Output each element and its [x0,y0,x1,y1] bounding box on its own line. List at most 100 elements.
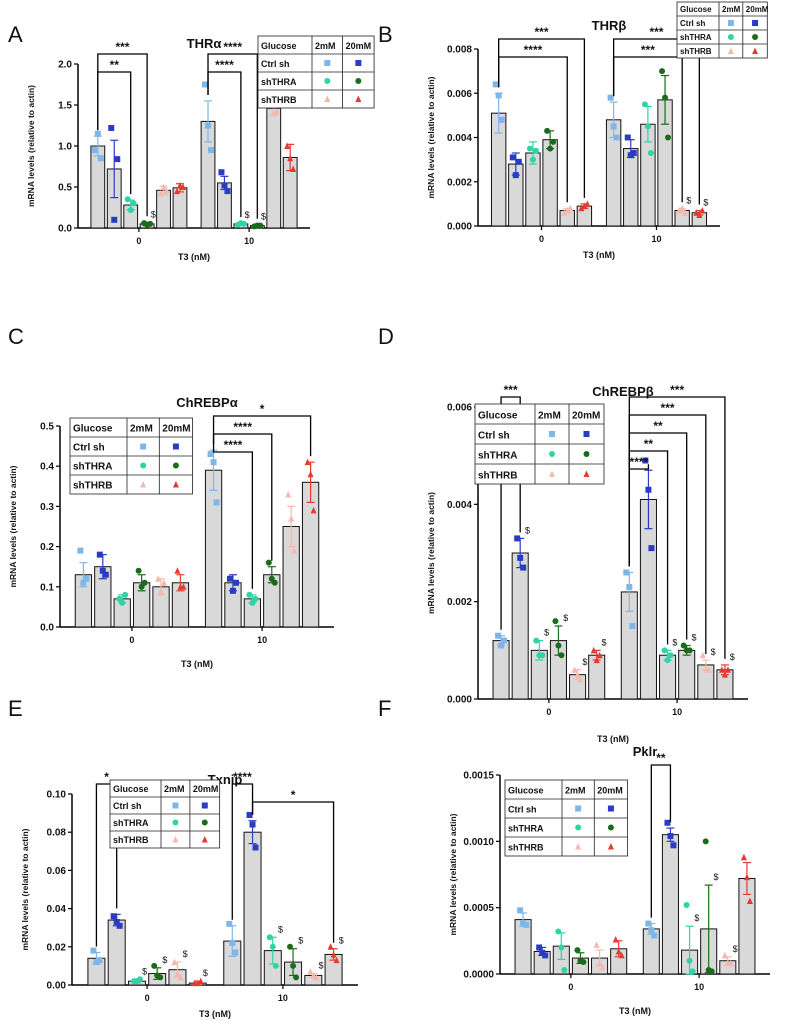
panel-b: B THRβ 0.000 0.002 0.004 0.006 0.008 mRNA level… [378,1,769,260]
significance-bracket [212,415,312,457]
significance-bracket [650,764,672,918]
data-point [229,587,236,594]
significance-dollar: $ [582,657,587,667]
legend-marker [575,824,582,831]
significance-label: ** [653,419,663,433]
significance-bracket [207,71,242,218]
significance-dollar: $ [711,647,716,657]
data-point [718,666,725,673]
significance-bracket [251,801,335,943]
legend: Glucose 2mM 20mM Ctrl sh shTHRA shTHRB [504,779,628,857]
data-point [174,970,181,977]
chart-title: Pklr [633,744,658,759]
data-point [114,156,121,163]
y-tick-label: 0.004 [447,133,472,144]
legend-marker [355,78,362,84]
significance-dollar: $ [694,913,699,923]
data-point [207,451,214,458]
bar [542,139,558,227]
data-point [593,941,600,948]
data-point [257,222,264,229]
data-point [561,967,568,974]
legend-marker [172,802,179,809]
significance-dollar: $ [544,628,549,638]
significance-dollar: $ [319,961,324,971]
legend-marker [324,78,331,84]
panel-a: A THRα 0.0 0.5 1.0 1.5 2.0 mRNA levels (relativ… [8,22,375,262]
panel-c: C ChREBPα 0.0 0.1 0.2 0.3 0.4 0.5 mRNA levels (r… [8,324,334,669]
significance-bracket [212,433,273,561]
x-axis-label: T3 (nM) [199,1009,231,1019]
legend-header: Glucose [261,41,297,51]
data-point [702,838,709,845]
legend-marker [752,20,759,26]
data-point [252,595,259,602]
data-point [699,207,706,214]
data-point [96,551,103,558]
significance-dollar: $ [525,525,530,535]
legend-marker [727,34,734,40]
legend-marker [201,819,208,826]
legend-marker [752,34,759,40]
data-point [680,642,687,649]
data-point [721,951,728,959]
data-point [287,154,294,162]
data-point [501,637,508,644]
y-tick-label: 0.0015 [463,771,494,782]
data-point [83,575,90,582]
chart-title: THRα [187,36,222,51]
data-point [610,123,617,130]
data-point [113,918,120,925]
legend-group-name: shTHRA [261,77,297,87]
data-point [179,183,186,190]
y-axis-label: mRNA levels (relative to actin) [426,76,436,198]
data-point [265,559,272,566]
data-point [708,968,715,975]
legend-marker [172,462,179,469]
data-point [287,943,294,950]
y-tick-label: 0.5 [40,422,54,433]
significance-dollar: $ [601,637,606,647]
y-axis-label: mRNA levels (relative to actin) [8,465,18,587]
significance-label: *** [115,40,129,54]
data-point [171,958,178,966]
significance-label: **** [224,438,243,452]
data-point [651,932,658,939]
x-tick-label: 10 [257,635,267,645]
data-point [607,94,614,101]
data-point [288,514,295,522]
y-tick-label: 0.10 [47,790,67,801]
data-point [665,134,672,141]
data-point [119,599,126,606]
y-axis-label: mRNA levels (relative to actin) [20,828,30,950]
data-point [290,165,297,172]
data-point [593,656,600,664]
significance-label: *** [535,25,549,39]
data-point [310,971,317,979]
legend-group-name: Ctrl sh [73,443,105,454]
legend-marker [575,843,582,850]
legend-group-name: shTHRA [478,450,517,461]
panel-letter: A [8,22,23,47]
significance-dollar: $ [278,924,283,934]
data-point [539,652,546,659]
significance-dollar: $ [733,944,738,954]
legend-group-name: shTHRA [508,824,544,834]
y-tick-label: 0.002 [447,177,472,188]
data-point [550,138,557,145]
data-point [97,155,104,162]
panel-letter: E [8,696,23,721]
data-point [596,651,603,659]
data-point [615,947,622,955]
significance-bracket [612,56,683,203]
data-point [558,652,565,659]
legend-header: 2mM [538,410,561,421]
significance-dollar: $ [703,198,708,208]
data-point [679,204,686,212]
legend-header: 20mM [193,784,219,794]
data-point [290,962,297,969]
data-point [270,109,277,117]
data-point [682,209,689,216]
x-tick-label: 0 [136,236,141,246]
data-point [249,821,256,828]
